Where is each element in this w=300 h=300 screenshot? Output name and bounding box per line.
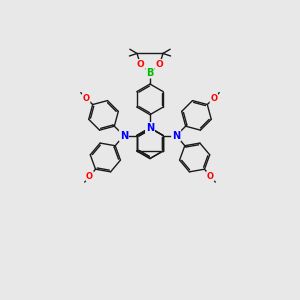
Text: O: O [83, 94, 90, 103]
Text: N: N [172, 130, 180, 141]
Text: O: O [156, 60, 164, 69]
Text: N: N [146, 123, 154, 133]
Text: O: O [136, 60, 144, 69]
Text: O: O [207, 172, 214, 181]
Text: B: B [146, 68, 154, 78]
Text: N: N [146, 123, 154, 133]
Text: N: N [172, 130, 180, 141]
Text: B: B [146, 68, 154, 78]
Text: O: O [156, 60, 164, 69]
Text: N: N [120, 130, 128, 141]
Text: O: O [210, 94, 217, 103]
Text: N: N [120, 130, 128, 141]
Text: O: O [86, 172, 93, 181]
Text: O: O [136, 60, 144, 69]
